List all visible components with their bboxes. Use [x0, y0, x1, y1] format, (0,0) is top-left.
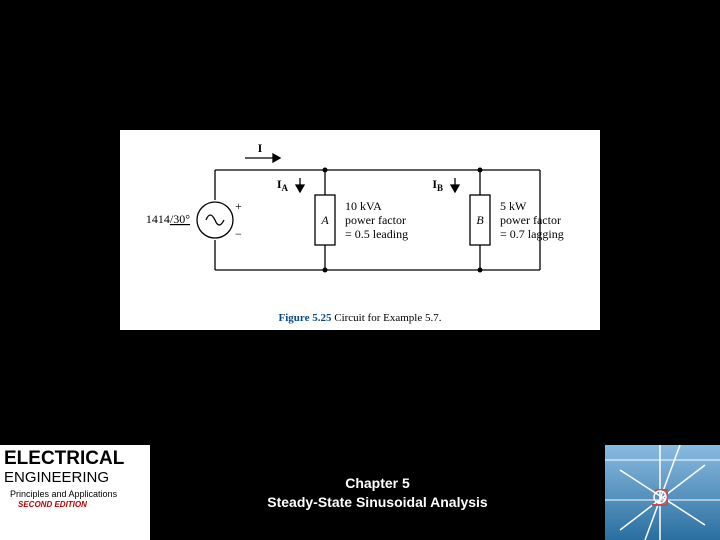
polarity-minus: − [235, 227, 242, 241]
chapter-num: Chapter 5 [345, 474, 410, 492]
spec-b-2: power factor [500, 213, 561, 227]
spec-a-2: power factor [345, 213, 406, 227]
spec-a-1: 10 kVA [345, 199, 382, 213]
circuit-svg: I IA IB 1414/30° + − A 10 kVA power fact… [120, 130, 600, 330]
caption-text: Circuit for Example 5.7. [334, 312, 441, 324]
label-a: A [320, 213, 329, 227]
chapter-block: Chapter 5 Steady-State Sinusoidal Analys… [150, 445, 605, 540]
label-source: 1414/30° [146, 212, 190, 226]
book-edition: SECOND EDITION [4, 500, 144, 509]
figure-caption: Figure 5.25 Circuit for Example 5.7. [120, 312, 600, 324]
polarity-plus: + [235, 199, 242, 213]
book-tagline: Principles and Applications [4, 489, 144, 499]
spec-b-3: = 0.7 lagging [500, 227, 564, 241]
deco-block [605, 445, 720, 540]
chapter-title: Steady-State Sinusoidal Analysis [267, 493, 487, 511]
spec-b-1: 5 kW [500, 199, 527, 213]
circuit-diagram: I IA IB 1414/30° + − A 10 kVA power fact… [120, 130, 600, 330]
label-current-main: I [258, 141, 263, 155]
caption-label: Figure 5.25 [279, 312, 332, 324]
label-b: B [476, 213, 484, 227]
deco-icon [605, 445, 720, 540]
label-ib: IB [432, 177, 443, 193]
book-block: ELECTRICAL ENGINEERING Principles and Ap… [0, 445, 150, 540]
book-subtitle: ENGINEERING [4, 469, 144, 486]
book-title: ELECTRICAL [4, 449, 144, 468]
footer: ELECTRICAL ENGINEERING Principles and Ap… [0, 445, 720, 540]
label-ia: IA [277, 177, 289, 193]
spec-a-3: = 0.5 leading [345, 227, 408, 241]
